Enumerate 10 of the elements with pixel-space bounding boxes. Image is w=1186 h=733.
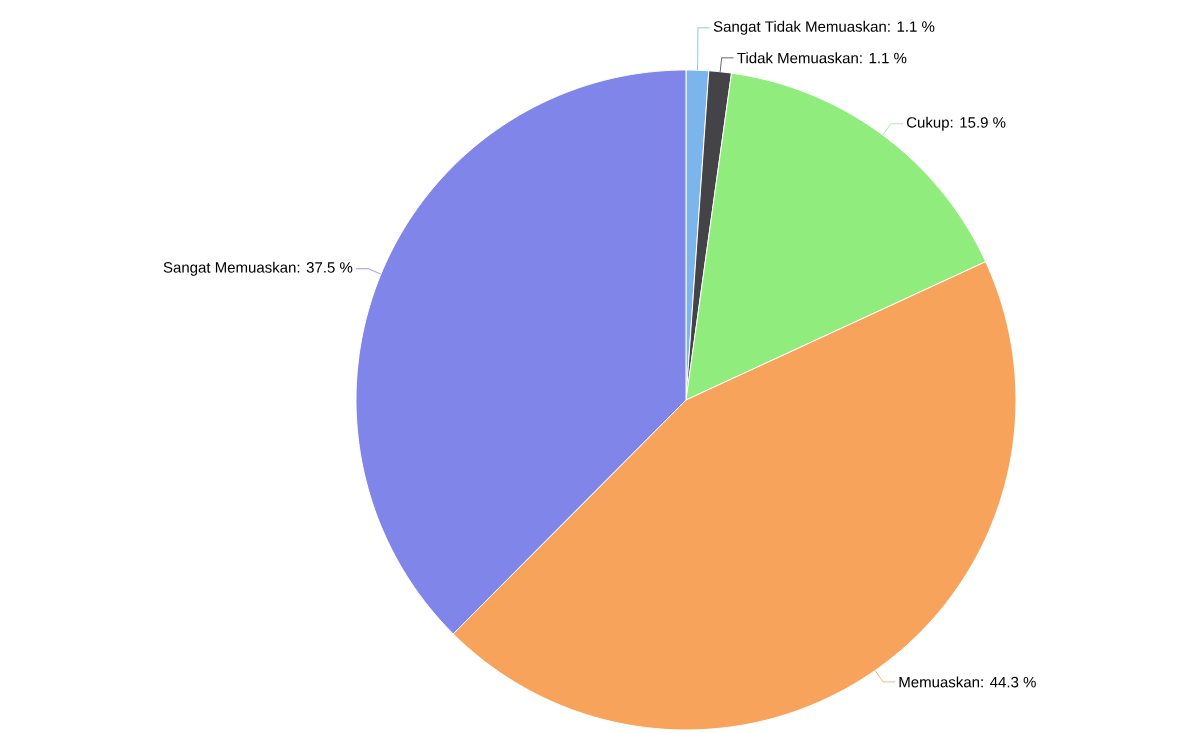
slice-label: Sangat Tidak Memuaskan [713,20,886,35]
data-label: : 1.1 % [860,52,907,64]
slice-label: Cukup [906,116,949,131]
slice-label: Tidak Memuaskan [737,52,858,64]
slice-label: Memuaskan [899,676,980,688]
data-label: : 1.1 % [888,21,935,32]
data-label: : 15.9 % [950,117,1006,128]
slice-label: Sangat Memuaskan [163,261,296,276]
data-label: : 44.3 % [981,676,1036,688]
data-label: : 37.5 % [297,262,353,273]
